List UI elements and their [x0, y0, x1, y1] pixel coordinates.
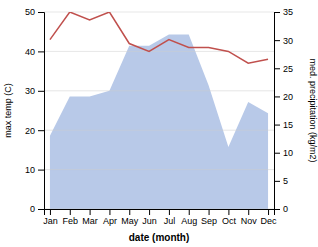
tick-mark	[50, 209, 51, 215]
tick-label: Dec	[261, 216, 278, 226]
temp-line	[50, 12, 268, 63]
tick-mark	[129, 209, 130, 215]
tick-label: Apr	[103, 216, 117, 226]
tick-label: Aug	[181, 216, 197, 226]
tick-label: May	[121, 216, 139, 226]
tick-mark	[268, 209, 269, 215]
tick-mark	[38, 12, 44, 13]
y2-tick: 35	[274, 7, 293, 17]
tick-mark	[228, 209, 229, 215]
tick-mark	[274, 12, 280, 13]
line-marks	[50, 12, 268, 63]
y-tick: 40	[25, 47, 44, 57]
tick-mark	[274, 209, 280, 210]
tick-label: 35	[283, 7, 293, 17]
grid-line	[44, 12, 274, 13]
tick-mark	[274, 153, 280, 154]
tick-mark	[274, 68, 280, 69]
x-tick: Sep	[201, 209, 217, 226]
tick-mark	[169, 209, 170, 215]
y2-tick: 5	[274, 176, 288, 186]
tick-label: 30	[25, 86, 35, 96]
tick-mark	[38, 130, 44, 131]
y2-tick: 10	[274, 148, 293, 158]
tick-mark	[38, 51, 44, 52]
y-tick: 0	[30, 204, 44, 214]
axis-line	[38, 13, 45, 210]
x-tick: Jan	[43, 209, 58, 226]
grid	[44, 12, 274, 209]
tick-label: 25	[283, 64, 293, 74]
tick-mark	[274, 181, 280, 182]
y2-axis: 0 5 10 15 20 25 30 35	[274, 7, 293, 214]
chart: Jan FebMar Apr MayJun Jul Aug Sep Oct NovDec 0 10 2…	[0, 0, 318, 247]
tick-label: Jul	[164, 216, 176, 226]
tick-label: Nov	[241, 216, 258, 226]
y2-tick: 0	[274, 204, 288, 214]
x-tick: Nov	[241, 209, 258, 226]
plot-area: Jan FebMar Apr MayJun Jul Aug Sep Oct NovDec 0 10 2…	[25, 7, 293, 226]
y-tick: 50	[25, 7, 44, 17]
tick-mark	[38, 209, 44, 210]
x-tick: May	[121, 209, 139, 226]
axis-line	[275, 13, 281, 210]
tick-label: Jan	[43, 216, 58, 226]
tick-label: 5	[283, 176, 288, 186]
grid-line	[44, 51, 274, 52]
tick-mark	[274, 96, 280, 97]
x-tick: Jun	[142, 209, 157, 226]
tick-mark	[90, 209, 91, 215]
tick-mark	[248, 209, 249, 215]
x-tick: Feb	[63, 209, 79, 226]
axis-line	[45, 210, 275, 216]
grid-line	[44, 169, 274, 170]
tick-label: 0	[283, 204, 288, 214]
tick-mark	[38, 170, 44, 171]
x-tick: Mar	[82, 209, 98, 226]
x-tick: Jul	[164, 209, 176, 226]
marks	[50, 35, 268, 209]
y-axis: 0 10 20 30 40 50	[25, 7, 45, 214]
tick-mark	[209, 209, 210, 215]
y2-tick: 15	[274, 120, 293, 130]
tick-mark	[274, 125, 280, 126]
tick-label: Oct	[222, 216, 237, 226]
y-tick: 20	[25, 126, 44, 136]
grid-line	[44, 130, 274, 131]
y2-tick: 25	[274, 64, 293, 74]
tick-mark	[274, 40, 280, 41]
tick-label: 50	[25, 7, 35, 17]
grid-line	[44, 90, 274, 91]
tick-label: 0	[30, 204, 35, 214]
tick-mark	[38, 91, 44, 92]
y2-tick: 30	[274, 36, 293, 46]
y2-axis-title: med. precipitation (kg/m2)	[308, 58, 318, 162]
tick-label: Feb	[63, 216, 79, 226]
tick-label: Sep	[201, 216, 217, 226]
tick-label: 40	[25, 47, 35, 57]
tick-label: Jun	[142, 216, 157, 226]
tick-label: 15	[283, 120, 293, 130]
y-axis-title: max temp (C)	[3, 83, 13, 138]
x-tick: Aug	[181, 209, 197, 226]
tick-label: 20	[25, 126, 35, 136]
precip-area	[50, 35, 268, 209]
tick-label: 10	[25, 165, 35, 175]
x-tick: Dec	[261, 209, 278, 226]
tick-label: 10	[283, 148, 293, 158]
tick-mark	[189, 209, 190, 215]
x-tick: Oct	[222, 209, 237, 226]
x-tick: Apr	[103, 209, 117, 226]
x-axis: Jan FebMar Apr MayJun Jul Aug Sep Oct NovDec	[43, 209, 277, 226]
tick-label: 20	[283, 92, 293, 102]
tick-mark	[149, 209, 150, 215]
y-tick: 10	[25, 165, 44, 175]
tick-mark	[109, 209, 110, 215]
tick-label: Mar	[82, 216, 98, 226]
x-axis-title: date (month)	[129, 232, 190, 243]
y2-tick: 20	[274, 92, 293, 102]
tick-mark	[70, 209, 71, 215]
y-tick: 30	[25, 86, 44, 96]
tick-label: 30	[283, 36, 293, 46]
